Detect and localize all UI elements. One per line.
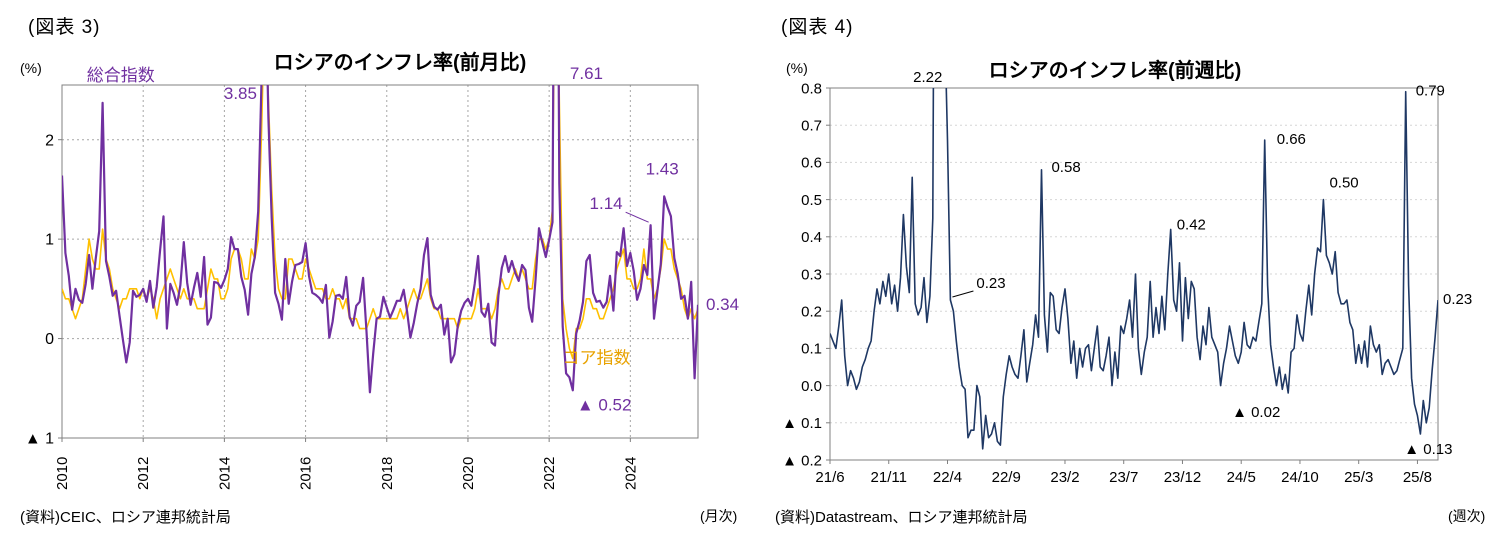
x-tick-label: 23/2 (1050, 469, 1079, 486)
annotation-label: 総合指数 (87, 66, 155, 85)
x-tick-label: 2022 (541, 457, 558, 490)
annotation-label: 0.50 (1329, 175, 1358, 192)
y-tick-label: 0.1 (801, 341, 822, 358)
figure4-source: (資料)Datastream、ロシア連邦統計局 (775, 509, 1028, 526)
plot-border (61, 84, 699, 439)
x-tick-label: 2010 (54, 457, 71, 490)
y-tick-label: 0.7 (801, 117, 822, 134)
x-tick-label: 24/10 (1281, 469, 1319, 486)
annotation-label: コア指数 (563, 348, 631, 367)
annotation-label: 0.34 (706, 295, 739, 314)
y-tick-label: 0.8 (801, 80, 822, 97)
annotation-label: 2.22 (913, 69, 942, 86)
plot-border (829, 87, 1439, 461)
total-index-line (62, 85, 698, 394)
annotation-label: 0.79 (1416, 83, 1445, 100)
x-tick-label: 23/12 (1164, 469, 1202, 486)
annotation-label: ▲ 0.13 (1404, 441, 1452, 458)
x-tick-label: 2020 (460, 457, 477, 490)
annotation-label: 0.42 (1177, 216, 1206, 233)
annotation-label: 7.61 (570, 64, 603, 83)
figure4-x-axis-unit: (週次) (1448, 508, 1486, 524)
x-tick-label: 2018 (379, 457, 396, 490)
annotation-label: 0.66 (1277, 131, 1306, 148)
weekly-inflation-chart: 0.80.70.60.50.40.30.20.10.0▲ 0.1▲ 0.221/… (782, 69, 1472, 486)
annotation-label: 0.23 (976, 275, 1005, 292)
y-tick-label: 2 (45, 132, 54, 149)
x-tick-label: 22/9 (992, 469, 1021, 486)
x-tick-label: 2016 (298, 457, 315, 490)
x-tick-label: 21/11 (871, 469, 907, 486)
x-tick-label: 25/3 (1344, 469, 1373, 486)
y-tick-label: 0.0 (801, 378, 822, 395)
y-tick-label: ▲ 1 (25, 431, 54, 448)
y-tick-label: 0.2 (801, 303, 822, 320)
annotation-label: ▲ 0.52 (577, 395, 632, 414)
x-tick-label: 21/6 (815, 469, 844, 486)
annotation-label: 1.14 (590, 194, 623, 213)
core-index-line (62, 85, 698, 360)
annotation-label: 3.85 (224, 84, 257, 103)
x-tick-label: 2024 (622, 457, 639, 490)
x-tick-label: 23/7 (1109, 469, 1138, 486)
y-tick-label: 0.6 (801, 155, 822, 172)
x-tick-label: 2014 (216, 457, 233, 490)
x-tick-label: 25/8 (1403, 469, 1432, 486)
figure4-title: ロシアのインフレ率(前週比) (988, 60, 1242, 82)
figure3-source: (資料)CEIC、ロシア連邦統計局 (20, 509, 231, 526)
annotation-label: 1.43 (646, 159, 679, 178)
x-tick-label: 2012 (135, 457, 152, 490)
y-tick-label: 0.4 (801, 229, 822, 246)
figure3-y-axis-unit: (%) (20, 60, 42, 76)
y-tick-label: 0 (45, 331, 54, 348)
x-tick-label: 22/4 (933, 469, 962, 486)
figure3-tag: (図表 3) (28, 17, 101, 38)
annotation-leader (952, 290, 974, 298)
figure3-x-axis-unit: (月次) (700, 508, 738, 524)
y-tick-label: ▲ 0.2 (782, 452, 822, 469)
y-tick-label: ▲ 0.1 (782, 415, 822, 432)
figure4-tag: (図表 4) (781, 17, 854, 38)
y-tick-label: 1 (45, 232, 54, 249)
annotation-label: 0.23 (1443, 291, 1472, 308)
figure3-title: ロシアのインフレ率(前月比) (273, 52, 527, 74)
annotation-label: ▲ 0.02 (1232, 404, 1280, 421)
x-tick-label: 24/5 (1227, 469, 1256, 486)
weekly-inflation-line (830, 88, 1438, 450)
y-tick-label: 0.5 (801, 192, 822, 209)
annotation-leader (625, 211, 649, 223)
y-tick-label: 0.3 (801, 266, 822, 283)
annotation-label: 0.58 (1051, 159, 1080, 176)
figure4-y-axis-unit: (%) (786, 60, 808, 76)
